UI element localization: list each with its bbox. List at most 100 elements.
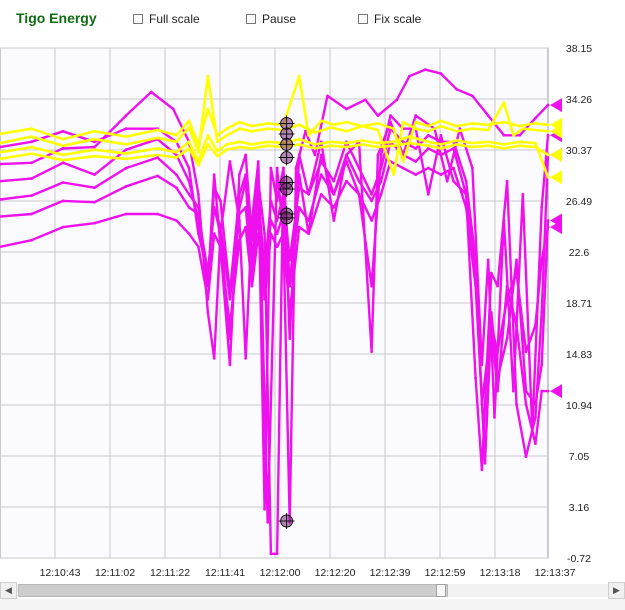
data-point	[534, 415, 537, 419]
data-point	[206, 74, 210, 78]
data-point	[496, 376, 500, 380]
data-point	[187, 140, 191, 144]
data-point	[357, 166, 361, 170]
data-point	[206, 143, 210, 146]
data-point	[244, 153, 248, 157]
scroll-thumb-grip[interactable]	[436, 584, 446, 597]
data-point	[379, 192, 383, 196]
data-point	[124, 135, 128, 138]
fix-scale-checkbox[interactable]: Fix scale	[358, 12, 421, 26]
data-point	[534, 141, 537, 145]
data-point	[174, 150, 178, 154]
data-point	[275, 166, 279, 170]
data-point	[518, 140, 522, 144]
checkbox-box[interactable]	[133, 14, 143, 24]
data-point	[332, 123, 336, 127]
data-point	[187, 166, 191, 170]
data-point	[275, 552, 279, 556]
data-point	[197, 164, 200, 167]
data-point	[156, 128, 159, 132]
arrow-right-icon: ▶	[613, 585, 620, 596]
data-point	[360, 139, 364, 142]
data-point	[392, 127, 396, 131]
data-point	[215, 149, 219, 153]
data-point	[124, 143, 128, 146]
pause-checkbox[interactable]: Pause	[246, 12, 296, 26]
scroll-left-button[interactable]: ◀	[0, 582, 17, 599]
data-point	[319, 119, 323, 123]
data-point	[414, 173, 418, 177]
data-point	[332, 179, 336, 183]
horizontal-scrollbar[interactable]: ◀ ▶	[0, 582, 625, 599]
data-point	[426, 133, 430, 137]
checkbox-box[interactable]	[246, 14, 256, 24]
data-point	[502, 143, 506, 146]
arrow-left-icon: ◀	[5, 585, 12, 596]
data-point	[61, 129, 65, 133]
data-point	[540, 389, 544, 393]
data-point	[332, 192, 336, 196]
data-point	[360, 124, 364, 128]
data-point	[256, 212, 260, 216]
data-point	[505, 284, 509, 288]
data-point	[237, 145, 241, 149]
data-point	[250, 129, 254, 133]
data-point	[256, 160, 260, 163]
data-point	[524, 455, 528, 459]
line-chart[interactable]: 38.15 34.26 30.37 26.49 22.6 18.71 14.83 10.94 7…	[0, 38, 625, 582]
data-point	[329, 140, 333, 144]
data-point	[30, 161, 33, 165]
data-point	[496, 284, 500, 288]
data-point	[401, 120, 405, 124]
series-group	[0, 68, 550, 556]
scroll-right-button[interactable]: ▶	[608, 582, 625, 599]
data-point	[225, 133, 229, 137]
data-point	[228, 160, 232, 163]
data-point	[263, 507, 266, 511]
data-point	[237, 173, 241, 177]
data-point	[124, 148, 128, 152]
data-point	[376, 141, 380, 145]
data-point	[297, 206, 301, 209]
data-point	[266, 520, 270, 524]
full-scale-checkbox[interactable]: Full scale	[133, 12, 200, 26]
data-point	[228, 297, 232, 301]
grid	[0, 47, 548, 559]
data-point	[0, 150, 2, 154]
data-point	[307, 192, 311, 196]
data-point	[496, 350, 500, 354]
data-point	[439, 119, 443, 123]
scroll-thumb[interactable]	[18, 584, 448, 597]
data-point	[426, 192, 430, 196]
data-point	[483, 461, 487, 465]
data-point	[546, 153, 550, 157]
y-axis: 38.15 34.26 30.37 26.49 22.6 18.71 14.83 10.94 7…	[566, 43, 592, 565]
data-point	[426, 124, 430, 128]
data-point	[187, 232, 191, 236]
data-point	[288, 284, 292, 288]
data-point	[61, 158, 65, 162]
data-point	[269, 166, 273, 170]
data-point	[452, 179, 455, 183]
y-tick-label: 30.37	[566, 145, 592, 157]
data-point	[187, 146, 191, 150]
data-point	[471, 145, 474, 149]
data-point	[489, 310, 493, 314]
data-point	[360, 143, 364, 146]
data-point	[206, 310, 210, 314]
checkbox-box[interactable]	[358, 14, 368, 24]
y-tick-label: 34.26	[566, 94, 592, 106]
data-point	[156, 156, 159, 159]
data-point	[439, 153, 443, 157]
data-point	[540, 310, 544, 314]
data-point	[455, 143, 459, 146]
data-point	[215, 154, 219, 158]
data-point	[30, 212, 33, 216]
data-point	[266, 144, 270, 148]
data-point	[524, 402, 528, 406]
cursor-markers	[278, 115, 295, 529]
data-point	[445, 179, 449, 183]
toolbar: Tigo Energy Full scale Pause Fix scale	[0, 0, 625, 38]
data-point	[534, 324, 537, 327]
data-point	[206, 133, 210, 137]
